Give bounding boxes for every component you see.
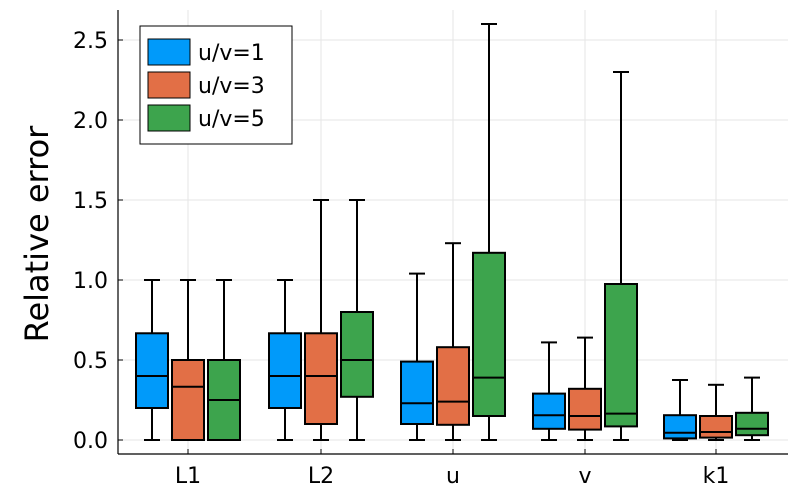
- y-tick-label: 0.0: [73, 429, 108, 454]
- x-tick-label: L1: [175, 464, 201, 489]
- box-body: [340, 311, 374, 398]
- box-u/v=5-v: [604, 71, 638, 441]
- box-u/v=3-v: [568, 336, 602, 441]
- box-body: [663, 414, 697, 440]
- box-u/v=3-L1: [171, 279, 205, 441]
- box-u/v=1-L1: [135, 279, 169, 441]
- legend-item: u/v=1: [147, 38, 265, 66]
- box-u/v=1-v: [532, 341, 566, 441]
- legend-swatch: [147, 38, 191, 66]
- box-body: [604, 283, 638, 428]
- y-tick-label: 2.0: [73, 109, 108, 134]
- box-u/v=1-k1: [663, 379, 697, 441]
- box-body: [699, 415, 733, 439]
- y-tick-label: 2.5: [73, 29, 108, 54]
- box-body: [135, 332, 169, 409]
- legend-label: u/v=5: [198, 107, 265, 132]
- box-body: [436, 346, 470, 426]
- boxes: [135, 23, 769, 441]
- box-u/v=1-u: [400, 272, 434, 441]
- x-tick-label: L2: [308, 464, 334, 489]
- legend-item: u/v=3: [147, 71, 265, 99]
- box-body: [171, 359, 205, 441]
- box-body: [400, 360, 434, 426]
- box-body: [472, 251, 506, 417]
- box-u/v=5-L2: [340, 199, 374, 441]
- x-tick-label: k1: [703, 464, 730, 489]
- y-tick-label: 0.5: [73, 349, 108, 374]
- y-tick-label: 1.0: [73, 269, 108, 294]
- legend-label: u/v=3: [198, 74, 265, 99]
- box-u/v=5-L1: [207, 279, 241, 441]
- legend-swatch: [147, 104, 191, 132]
- box-body: [532, 392, 566, 430]
- y-axis-title: Relative error: [18, 125, 56, 343]
- box-body: [568, 387, 602, 431]
- box-u/v=3-L2: [304, 199, 338, 441]
- box-u/v=1-L2: [268, 279, 302, 441]
- legend-swatch: [147, 71, 191, 99]
- x-tick-label: u: [446, 464, 460, 489]
- box-u/v=5-u: [472, 23, 506, 441]
- box-body: [735, 411, 769, 437]
- legend: u/v=1 u/v=3 u/v=5: [139, 25, 293, 145]
- box-u/v=5-k1: [735, 376, 769, 441]
- x-tick-label: v: [578, 464, 591, 489]
- legend-item: u/v=5: [147, 104, 265, 132]
- legend-label: u/v=1: [198, 41, 265, 66]
- y-tick-label: 1.5: [73, 189, 108, 214]
- box-u/v=3-k1: [699, 383, 733, 441]
- ticks: 0.0 0.5 1.0 1.5 2.0 2.5 L1 L2 u v k1: [73, 29, 729, 489]
- box-body: [304, 332, 338, 425]
- box-u/v=3-u: [436, 242, 470, 441]
- box-body: [268, 332, 302, 409]
